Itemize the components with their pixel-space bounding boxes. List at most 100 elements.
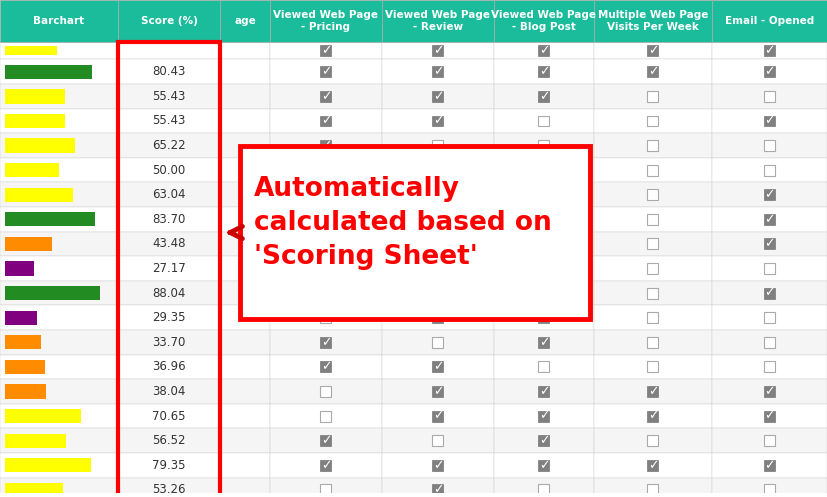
Bar bbox=[764, 460, 775, 471]
Text: ✓: ✓ bbox=[321, 336, 332, 349]
Bar bbox=[594, 207, 712, 232]
Bar bbox=[764, 386, 775, 397]
Text: age: age bbox=[234, 16, 256, 26]
Bar bbox=[5, 458, 91, 472]
Bar bbox=[118, 232, 220, 256]
Bar bbox=[220, 133, 270, 158]
Bar bbox=[382, 207, 494, 232]
Bar bbox=[712, 232, 827, 256]
Bar bbox=[0, 207, 118, 232]
Bar bbox=[270, 453, 382, 478]
Bar bbox=[321, 460, 332, 471]
Bar bbox=[270, 232, 382, 256]
Bar bbox=[764, 189, 775, 200]
Bar bbox=[433, 66, 443, 77]
Bar bbox=[5, 360, 45, 374]
Bar bbox=[538, 91, 549, 102]
Bar bbox=[5, 261, 35, 276]
Bar bbox=[240, 146, 590, 319]
Bar bbox=[433, 460, 443, 471]
Bar bbox=[712, 42, 827, 60]
Bar bbox=[270, 379, 382, 404]
Bar bbox=[382, 379, 494, 404]
Bar bbox=[433, 435, 443, 446]
Bar bbox=[118, 354, 220, 379]
Bar bbox=[321, 288, 332, 299]
Bar bbox=[270, 0, 382, 42]
Bar bbox=[118, 109, 220, 133]
Text: Multiple Web Page
Visits Per Week: Multiple Web Page Visits Per Week bbox=[598, 10, 708, 32]
Text: 29.35: 29.35 bbox=[152, 311, 186, 324]
Text: Viewed Web Page
- Blog Post: Viewed Web Page - Blog Post bbox=[491, 10, 596, 32]
Bar bbox=[5, 335, 41, 349]
Text: ✓: ✓ bbox=[764, 114, 775, 127]
Bar bbox=[648, 337, 658, 348]
Bar bbox=[594, 60, 712, 84]
Text: 55.43: 55.43 bbox=[152, 90, 186, 103]
Bar bbox=[270, 133, 382, 158]
Bar bbox=[382, 404, 494, 428]
Bar bbox=[648, 140, 658, 151]
Text: Barchart: Barchart bbox=[33, 16, 84, 26]
Bar bbox=[648, 45, 658, 56]
Bar bbox=[5, 483, 63, 497]
Bar bbox=[538, 435, 549, 446]
Bar bbox=[712, 428, 827, 453]
Bar bbox=[321, 45, 332, 56]
Bar bbox=[764, 263, 775, 274]
Bar bbox=[712, 305, 827, 330]
Bar bbox=[5, 89, 65, 103]
Bar bbox=[648, 288, 658, 299]
Bar bbox=[5, 212, 95, 227]
Text: 36.96: 36.96 bbox=[152, 360, 186, 373]
Bar bbox=[494, 42, 594, 60]
Bar bbox=[594, 182, 712, 207]
Bar bbox=[764, 115, 775, 126]
Text: ✓: ✓ bbox=[764, 459, 775, 472]
Bar bbox=[538, 337, 549, 348]
Bar bbox=[321, 361, 332, 372]
Text: ✓: ✓ bbox=[764, 44, 775, 57]
Bar bbox=[118, 42, 220, 497]
Bar bbox=[118, 182, 220, 207]
Bar bbox=[270, 60, 382, 84]
Bar bbox=[594, 232, 712, 256]
Bar bbox=[648, 361, 658, 372]
Text: 70.65: 70.65 bbox=[152, 410, 186, 422]
Text: 50.00: 50.00 bbox=[152, 164, 185, 176]
Bar bbox=[433, 115, 443, 126]
Bar bbox=[118, 256, 220, 281]
Bar bbox=[594, 404, 712, 428]
Bar bbox=[0, 158, 118, 182]
Bar bbox=[270, 256, 382, 281]
Bar bbox=[321, 386, 332, 397]
Bar bbox=[5, 114, 65, 128]
Bar bbox=[382, 453, 494, 478]
Bar bbox=[382, 256, 494, 281]
Bar bbox=[764, 411, 775, 421]
Bar bbox=[118, 478, 220, 497]
Bar bbox=[382, 354, 494, 379]
Bar bbox=[382, 109, 494, 133]
Bar bbox=[270, 42, 382, 60]
Text: 65.22: 65.22 bbox=[152, 139, 186, 152]
Bar bbox=[594, 428, 712, 453]
Text: Email - Opened: Email - Opened bbox=[724, 16, 814, 26]
Bar bbox=[220, 305, 270, 330]
Bar bbox=[321, 337, 332, 348]
Bar bbox=[764, 214, 775, 225]
Bar bbox=[712, 404, 827, 428]
Text: ✓: ✓ bbox=[538, 44, 549, 57]
Bar bbox=[594, 256, 712, 281]
Bar bbox=[382, 158, 494, 182]
Bar bbox=[764, 288, 775, 299]
Bar bbox=[764, 66, 775, 77]
Bar bbox=[594, 330, 712, 354]
Text: ✓: ✓ bbox=[321, 65, 332, 79]
Bar bbox=[0, 354, 118, 379]
Bar bbox=[538, 45, 549, 56]
Bar bbox=[648, 386, 658, 397]
Bar bbox=[118, 379, 220, 404]
Text: ✓: ✓ bbox=[321, 90, 332, 103]
Bar bbox=[5, 237, 52, 251]
